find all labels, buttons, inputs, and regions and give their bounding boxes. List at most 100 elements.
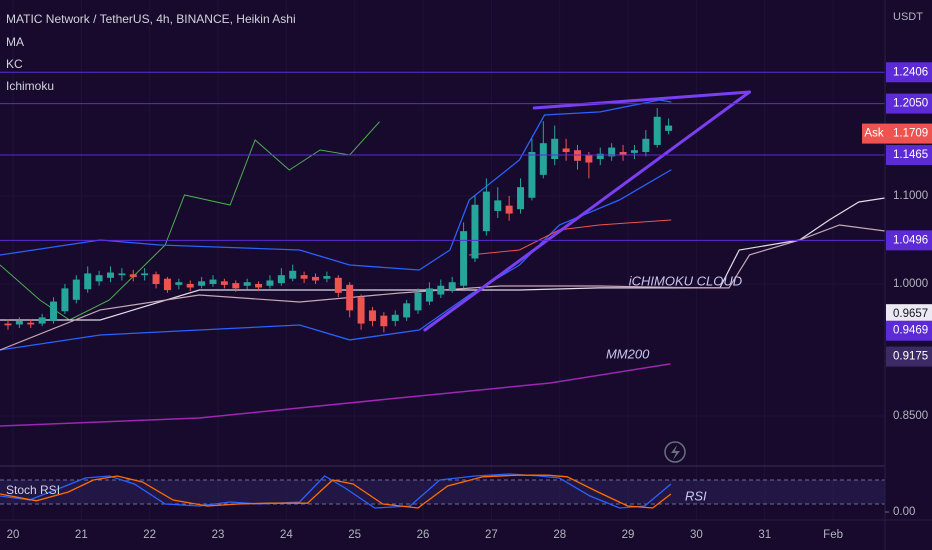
indicator-name: MA [6, 35, 24, 49]
candle-body [27, 322, 35, 325]
candle-body [163, 278, 171, 291]
annotation: MM200 [606, 346, 650, 361]
candle-body [585, 155, 593, 163]
indicator-line [423, 90, 751, 332]
candle-body [15, 320, 23, 325]
price-label-box [886, 145, 932, 166]
stoch-line [0, 473, 672, 509]
x-tick-label: 24 [280, 529, 293, 541]
candle-body [84, 273, 92, 290]
candle-body [255, 283, 263, 288]
plot-layer: iCHIMOKU CLOUD MM200 [0, 71, 886, 509]
price-label: 1.2406 [893, 66, 928, 78]
ask-tag [862, 123, 886, 144]
price-label-box [886, 304, 932, 325]
candle-body [61, 288, 69, 312]
candle-body [198, 281, 206, 286]
candle-body [437, 285, 445, 295]
price-label-box [886, 62, 932, 83]
indicator-name: KC [6, 57, 23, 71]
candle-body [665, 125, 673, 131]
chart-title: MATIC Network / TetherUS, 4h, BINANCE, H… [6, 12, 296, 26]
candle-body [277, 275, 285, 284]
price-label: 1.1709 [893, 128, 928, 140]
candle-body [346, 284, 354, 311]
price-label-box [886, 123, 932, 144]
x-tick-label: 25 [348, 529, 361, 541]
x-tick-label: 23 [212, 529, 225, 541]
currency-label: USDT [893, 11, 923, 23]
candle-body [414, 292, 422, 311]
candle-body [152, 274, 160, 284]
candle-body [630, 150, 638, 153]
candle-body [300, 275, 308, 279]
candle-body [596, 153, 604, 160]
candle-body [323, 276, 331, 279]
x-tick-label: 29 [622, 529, 635, 541]
stoch-line [0, 474, 672, 509]
indicator-line [0, 363, 671, 427]
candle-body [72, 279, 80, 300]
candle-body [505, 205, 513, 214]
candle-body [403, 303, 411, 318]
candle-body [186, 283, 194, 288]
price-label-box [886, 93, 932, 114]
candle-body [448, 282, 456, 291]
indicator-line [0, 99, 672, 271]
indicator-line [532, 90, 751, 110]
candle-body [175, 282, 183, 285]
candle-body [209, 279, 217, 284]
stoch-title: Stoch RSI [6, 483, 60, 497]
indicator-line [0, 197, 886, 321]
candle-body [368, 310, 376, 321]
candle-body [608, 147, 616, 157]
price-label-box [886, 230, 932, 251]
candle-body [106, 272, 114, 278]
candle-body [460, 231, 468, 286]
candle-body [539, 143, 547, 175]
candle-body [517, 187, 525, 210]
x-tick-label: 31 [758, 529, 771, 541]
axis-layer: 20 21 22 23 24 25 26 27 28 29 30 31 Feb 1.1000 1.0000 0… [7, 62, 932, 541]
x-tick-label: Feb [823, 529, 843, 541]
candle-body [38, 317, 46, 324]
candle-body [391, 314, 399, 321]
candle-body [141, 273, 149, 276]
grid-layer [0, 0, 885, 520]
candle-body [220, 281, 228, 285]
candle-body [4, 323, 12, 326]
indicator-line [0, 121, 380, 321]
x-tick-label: 20 [7, 529, 20, 541]
candle-body [95, 275, 103, 282]
candle-body [266, 280, 274, 286]
x-tick-label: 27 [485, 529, 498, 541]
candle-body [494, 200, 502, 211]
candle-body [243, 282, 251, 286]
candle-body [425, 288, 433, 302]
candle-body [653, 116, 661, 145]
alert-icon[interactable] [664, 441, 686, 463]
candle-body [380, 315, 388, 327]
alert-icon-bolt [671, 445, 680, 460]
candle-body [129, 274, 137, 277]
y-tick-label: 1.1000 [893, 190, 928, 202]
price-label: 0.9469 [893, 325, 928, 337]
candle-body [528, 151, 536, 198]
candle-body [50, 301, 58, 321]
ask-label: Ask [864, 128, 883, 140]
x-tick-label: 21 [75, 529, 88, 541]
rsi-annotation: RSI [685, 488, 707, 503]
candle-body [118, 273, 126, 276]
candle-body [551, 138, 559, 160]
candle-body [642, 138, 650, 152]
y-tick-label: 0.8500 [893, 410, 928, 422]
candle-body [482, 191, 490, 232]
annotation: iCHIMOKU CLOUD [629, 273, 742, 288]
indicator-name: Ichimoku [6, 79, 54, 93]
stoch-tick-label: 0.00 [893, 506, 915, 518]
y-tick-label: 1.0000 [893, 278, 928, 290]
candle-body [334, 277, 342, 293]
price-label: 0.9175 [893, 351, 928, 363]
candle-body [471, 204, 479, 259]
